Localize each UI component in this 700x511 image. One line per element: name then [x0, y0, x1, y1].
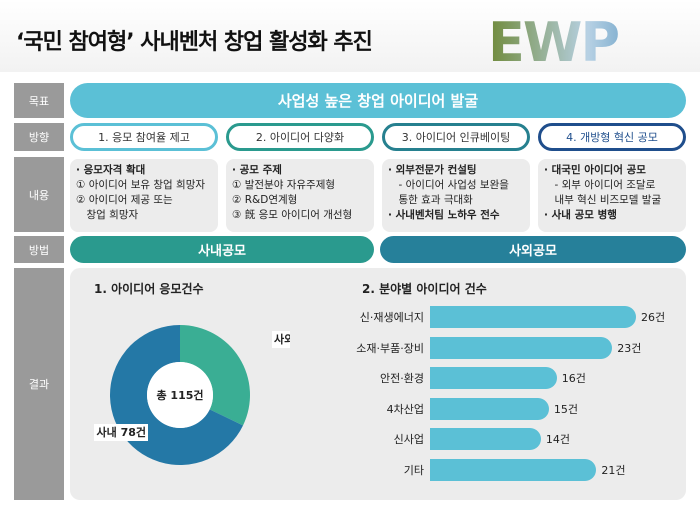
bar-value: 23건: [617, 341, 642, 355]
bar-row: 기타 21건: [300, 458, 626, 481]
content-line: - 외부 아이디어 조달로: [544, 179, 656, 191]
bar-row: 신사업 14건: [300, 428, 570, 450]
content-card-3: · 외부전문가 컨설팅 - 아이디어 사업성 보완을 통한 효과 극대화 · 사내…: [382, 159, 530, 232]
ewp-logo: EWP: [488, 14, 688, 72]
direction-3: 3. 아이디어 인큐베이팅: [382, 123, 530, 151]
bar-category: 4차산업: [386, 402, 424, 416]
label-direction: 방향: [14, 123, 64, 151]
donut-slice: [180, 325, 251, 426]
content-line: · 사내 공모 병행: [544, 209, 617, 221]
method-internal: 사내공모: [70, 236, 374, 263]
content-line: - 아이디어 사업성 보완을: [388, 179, 509, 191]
content-line: 내부 혁신 비즈모델 발굴: [544, 194, 662, 206]
content-line: ① 아이디어 보유 창업 희망자: [76, 179, 206, 191]
label-goal: 목표: [14, 83, 64, 118]
bar-row: 신·재생에너지 26건: [300, 306, 665, 328]
content-line: · 공모 주제: [232, 164, 282, 176]
direction-1: 1. 응모 참여율 제고: [70, 123, 218, 151]
direction-4: 4. 개방형 혁신 공모: [538, 123, 686, 151]
bar-title: 2. 분야별 아이디어 건수: [362, 282, 487, 296]
bar-category: 안전·환경: [380, 372, 424, 385]
bar: [430, 336, 613, 359]
bar: [430, 306, 636, 328]
content-card-4: · 대국민 아이디어 공모 - 외부 아이디어 조달로 내부 혁신 비즈모델 발…: [538, 159, 686, 232]
bar-category: 소재·부품·장비: [356, 341, 424, 355]
content-line: 창업 희망자: [76, 209, 139, 221]
bar-value: 26건: [641, 311, 666, 324]
method-external: 사외공모: [380, 236, 686, 263]
content-card-1: · 응모자격 확대 ① 아이디어 보유 창업 희망자 ② 아이디어 제공 또는 창업…: [70, 159, 218, 232]
bar: [430, 397, 549, 420]
goal-banner: 사업성 높은 창업 아이디어 발굴: [70, 83, 686, 118]
bar-category: 기타: [403, 463, 424, 477]
bar: [430, 367, 557, 389]
content-line: · 사내벤처팀 노하우 전수: [388, 209, 500, 221]
label-result: 결과: [14, 268, 64, 500]
bar: [430, 428, 541, 450]
bar-category: 신사업: [393, 433, 424, 446]
bar-row: 안전·환경 16건: [300, 367, 586, 389]
content-line: · 외부전문가 컨설팅: [388, 164, 477, 176]
header: [0, 0, 700, 72]
content-line: ③ 旣 응모 아이디어 개선형: [232, 209, 353, 221]
content-card-2: · 공모 주제 ① 발전분야 자유주제형 ② R&D연계형 ③ 旣 응모 아이디어 개…: [226, 159, 374, 232]
content-line: · 응모자격 확대: [76, 164, 146, 176]
content-line: · 대국민 아이디어 공모: [544, 164, 646, 176]
content-line: 통한 효과 극대화: [388, 194, 473, 206]
pie-title: 1. 아이디어 응모건수: [94, 282, 204, 296]
donut-label: 사외 37건: [274, 332, 290, 346]
label-method: 방법: [14, 236, 64, 263]
bar-value: 15건: [553, 402, 578, 416]
content-line: ② 아이디어 제공 또는: [76, 194, 173, 206]
donut-label: 사내 78건: [97, 425, 147, 439]
page-title: ‘국민 참여형’ 사내벤처 창업 활성화 추진: [16, 30, 373, 55]
bar-value: 14건: [545, 433, 571, 446]
content-line: ① 발전분야 자유주제형: [232, 179, 336, 191]
donut-label: 총 115건: [156, 388, 203, 402]
bar-row: 4차산업 15건: [300, 397, 578, 420]
label-content: 내용: [14, 157, 64, 232]
bar-value: 16건: [561, 372, 586, 385]
donut-chart: 총 115건 사외 37건사내 78건: [94, 325, 290, 465]
bar-category: 신·재생에너지: [359, 311, 424, 324]
bar: [430, 458, 597, 481]
direction-2: 2. 아이디어 다양화: [226, 123, 374, 151]
bar-row: 소재·부품·장비 23건: [300, 336, 642, 359]
content-line: ② R&D연계형: [232, 194, 298, 206]
bar-value: 21건: [601, 463, 626, 477]
